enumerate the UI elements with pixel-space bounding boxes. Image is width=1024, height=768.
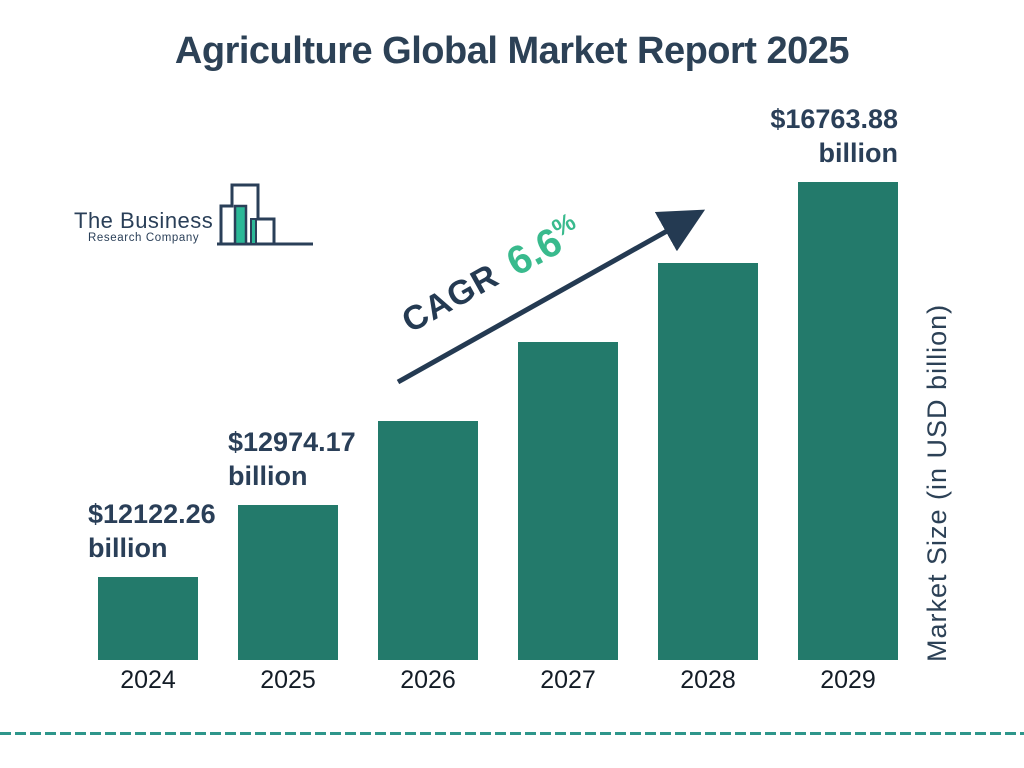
value-unit: billion bbox=[88, 533, 168, 563]
logo-brand-subtitle: Research Company bbox=[88, 232, 200, 244]
bottom-dashed-divider bbox=[0, 732, 1024, 735]
bar-2026 bbox=[378, 421, 478, 660]
y-axis-label: Market Size (in USD billion) bbox=[922, 303, 952, 662]
x-tick-2029: 2029 bbox=[820, 666, 876, 694]
x-tick-2028: 2028 bbox=[680, 666, 736, 694]
value-amount: $16763.88 bbox=[770, 104, 898, 134]
x-tick-2024: 2024 bbox=[120, 666, 176, 694]
bar-2028 bbox=[658, 263, 758, 660]
logo-brand-name: The Business bbox=[74, 207, 214, 233]
cagr-annotation: CAGR 6.6% bbox=[393, 207, 587, 341]
bar-2024 bbox=[98, 577, 198, 660]
cagr-label: CAGR bbox=[395, 256, 506, 341]
x-tick-2025: 2025 bbox=[260, 666, 316, 694]
value-unit: billion bbox=[818, 138, 898, 168]
x-tick-2027: 2027 bbox=[540, 666, 596, 694]
logo-text-block: The Business Research Company bbox=[74, 209, 213, 244]
bar-2027 bbox=[518, 342, 618, 660]
bar-2029 bbox=[798, 182, 898, 660]
value-unit: billion bbox=[228, 461, 308, 491]
cagr-value: 6.6% bbox=[499, 207, 581, 285]
logo-bar-chart-icon bbox=[217, 183, 314, 246]
value-label-2024: $12122.26 billion bbox=[88, 497, 258, 565]
value-label-2029: $16763.88 billion bbox=[758, 102, 898, 170]
chart-title: Agriculture Global Market Report 2025 bbox=[174, 30, 850, 72]
x-tick-2026: 2026 bbox=[400, 666, 456, 694]
value-amount: $12974.17 bbox=[228, 427, 356, 457]
value-amount: $12122.26 bbox=[88, 499, 216, 529]
brand-logo: The Business Research Company bbox=[74, 182, 317, 248]
bar-2025 bbox=[238, 505, 338, 660]
value-label-2025: $12974.17 billion bbox=[228, 425, 398, 493]
